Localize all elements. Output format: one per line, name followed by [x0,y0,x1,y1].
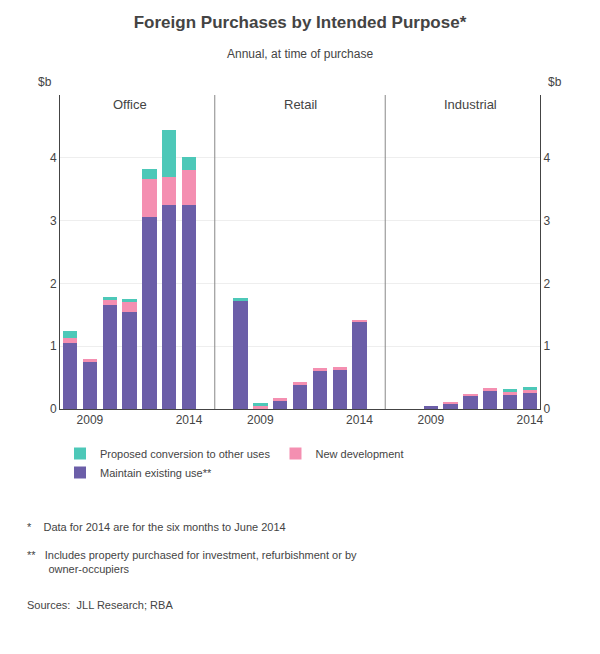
svg-text:Proposed conversion to other u: Proposed conversion to other uses [100,448,270,460]
svg-text:Sources: JLL Research; RBA: Sources: JLL Research; RBA [27,599,173,611]
svg-text:Foreign Purchases by Intended: Foreign Purchases by Intended Purpose* [134,13,467,32]
svg-text:2: 2 [50,277,57,291]
svg-text:2: 2 [543,277,550,291]
svg-text:Maintain existing use**: Maintain existing use** [100,467,212,479]
svg-text:Industrial: Industrial [444,97,497,112]
svg-text:4: 4 [543,151,550,165]
svg-text:$b: $b [548,75,562,89]
svg-text:$b: $b [38,75,52,89]
svg-text:New development: New development [315,448,403,460]
svg-text:2014: 2014 [517,413,544,427]
svg-text:2014: 2014 [176,413,203,427]
svg-text:Retail: Retail [284,97,317,112]
svg-text:2009: 2009 [77,413,104,427]
svg-text:3: 3 [543,214,550,228]
svg-text:2009: 2009 [247,413,274,427]
svg-text:** Includes property purchas: ** Includes property purchased for inves… [27,549,357,575]
svg-text:1: 1 [50,339,57,353]
svg-text:0: 0 [543,402,550,416]
svg-text:2009: 2009 [417,413,444,427]
svg-text:0: 0 [50,402,57,416]
svg-text:Office: Office [113,97,147,112]
svg-text:* Data for 2014 are for the: * Data for 2014 are for the six months t… [27,521,286,533]
svg-text:4: 4 [50,151,57,165]
svg-text:2014: 2014 [346,413,373,427]
svg-text:1: 1 [543,339,550,353]
svg-text:3: 3 [50,214,57,228]
svg-text:Annual, at time of purchase: Annual, at time of purchase [227,47,373,61]
